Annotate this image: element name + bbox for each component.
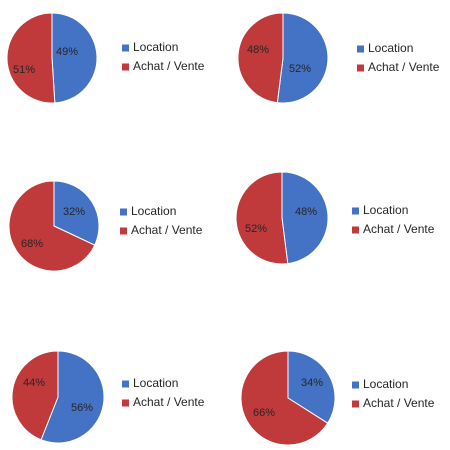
legend-label-achat-vente: Achat / Vente [133,395,205,409]
data-label-achat-vente: 52% [245,223,267,235]
pie-slice-location [276,12,329,104]
legend-swatch-location [122,380,129,388]
pie-slice-location [281,171,329,265]
data-label-location: 32% [63,206,85,218]
legend-swatch-location [357,45,364,53]
legend-swatch-achat-vente [122,63,129,71]
pie-slice-achat-vente [240,350,329,446]
pie-chart-4: 48% 52% Location Achat / Vente [235,171,435,265]
data-label-achat-vente: 66% [253,407,275,419]
legend-swatch-location [120,208,127,216]
legend-swatch-location [352,381,359,389]
legend-label-location: Location [363,377,408,391]
legend-label-achat-vente: Achat / Vente [363,222,435,236]
pie-slice-location [51,12,98,104]
legend-swatch-achat-vente [120,227,127,235]
legend-label-location: Location [363,203,408,217]
data-label-location: 48% [295,206,317,218]
data-label-location: 49% [56,46,78,58]
pie-slice-location [53,180,100,246]
data-label-achat-vente: 68% [21,238,43,250]
data-label-achat-vente: 51% [13,64,35,76]
legend-swatch-location [122,44,129,52]
pie-slice-achat-vente [6,12,56,104]
legend: Location Achat / Vente [122,40,205,73]
pie-slice-location [40,350,105,444]
pie-chart-5: 56% 44% Location Achat / Vente [11,350,205,444]
legend: Location Achat / Vente [352,377,435,410]
legend-label-achat-vente: Achat / Vente [131,223,203,237]
legend-swatch-location [352,207,359,215]
data-label-achat-vente: 48% [247,44,269,56]
pie-slice-achat-vente [8,180,96,272]
legend: Location Achat / Vente [120,204,203,237]
pie-chart-3: 32% 68% Location Achat / Vente [8,180,203,272]
data-label-location: 52% [289,63,311,75]
legend-label-achat-vente: Achat / Vente [368,60,440,74]
data-label-achat-vente: 44% [23,377,45,389]
legend-label-location: Location [368,41,413,55]
pie-slice-achat-vente [237,12,284,104]
legend-swatch-achat-vente [357,64,364,72]
legend-swatch-achat-vente [122,399,129,407]
legend-label-location: Location [131,204,176,218]
pie-slice-achat-vente [11,350,59,441]
legend-label-achat-vente: Achat / Vente [363,396,435,410]
legend-label-location: Location [133,40,178,54]
pie-chart-2: 52% 48% Location Achat / Vente [237,12,440,104]
data-label-location: 56% [71,402,93,414]
pie-slice-achat-vente [235,171,289,265]
legend-label-achat-vente: Achat / Vente [133,59,205,73]
legend: Location Achat / Vente [352,203,435,236]
legend: Location Achat / Vente [357,41,440,74]
legend-label-location: Location [133,376,178,390]
legend: Location Achat / Vente [122,376,205,409]
pie-chart-1: 49% 51% Location Achat / Vente [6,12,205,104]
data-label-location: 34% [301,377,323,389]
legend-swatch-achat-vente [352,226,359,234]
legend-swatch-achat-vente [352,400,359,408]
pie-chart-6: 34% 66% Location Achat / Vente [240,350,435,446]
